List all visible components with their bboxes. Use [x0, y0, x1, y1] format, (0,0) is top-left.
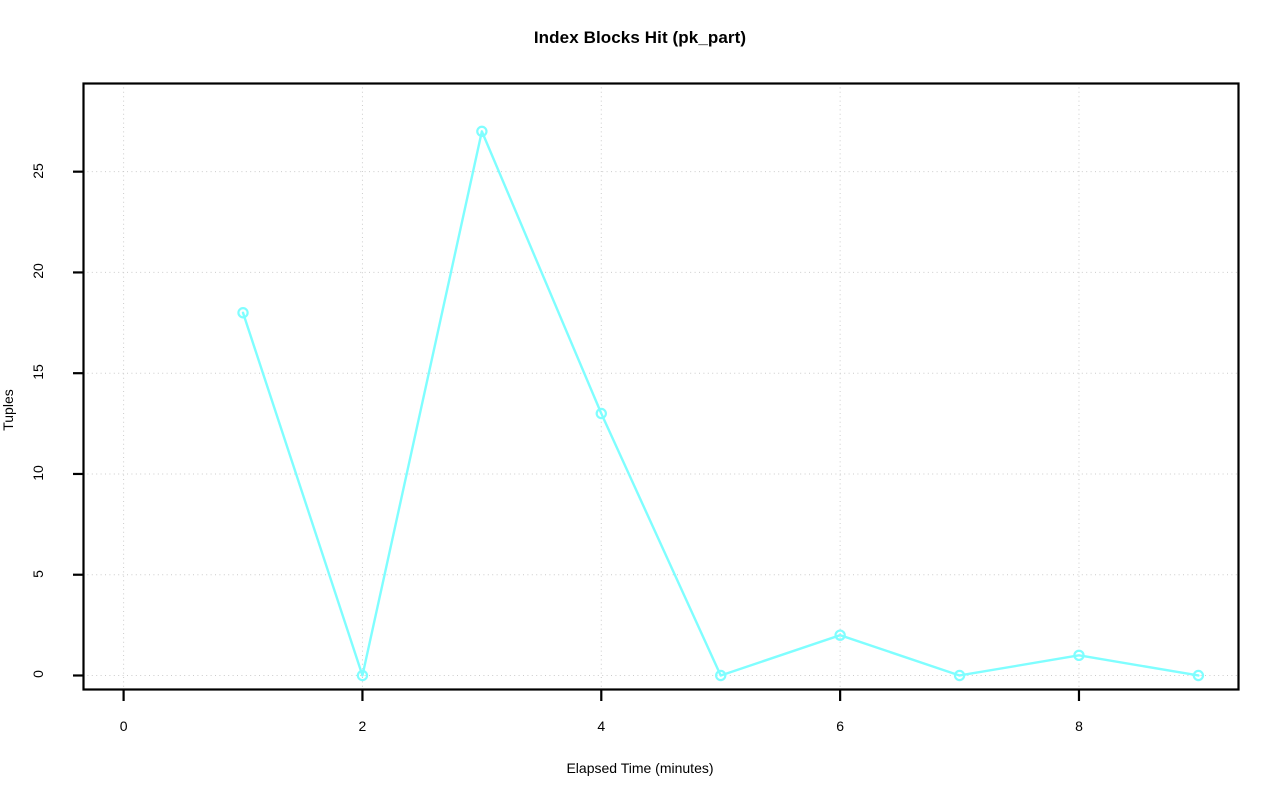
x-axis-ticks — [122, 690, 1081, 701]
data-point-markers — [237, 125, 1205, 682]
y-tick-label: 15 — [30, 364, 46, 380]
data-point-marker — [237, 307, 249, 319]
data-point-marker — [1073, 649, 1085, 662]
y-tick-label: 5 — [30, 569, 46, 578]
x-tick-label: 4 — [597, 718, 606, 734]
data-line-series-1 — [241, 130, 1200, 677]
plot-box — [82, 82, 1240, 691]
data-point-marker — [1192, 669, 1205, 682]
grid-horizontal — [83, 171, 1239, 676]
data-point-marker — [595, 407, 607, 420]
x-tick-label: 0 — [119, 718, 128, 734]
x-tick-label: 6 — [836, 718, 845, 734]
y-axis-title: Tuples — [0, 389, 16, 431]
y-tick-label: 0 — [30, 670, 46, 679]
y-tick-label: 20 — [30, 263, 46, 280]
data-point-marker — [476, 125, 488, 138]
x-tick-label: 8 — [1075, 718, 1083, 734]
data-point-marker — [834, 629, 846, 641]
y-axis-ticks — [73, 170, 83, 677]
data-point-marker — [953, 669, 966, 682]
x-tick-label: 2 — [358, 718, 367, 734]
x-axis-title: Elapsed Time (minutes) — [566, 760, 714, 776]
chart-title: Index Blocks Hit (pk_part) — [533, 28, 747, 47]
y-tick-label: 10 — [30, 465, 46, 481]
data-point-marker — [356, 669, 369, 682]
data-point-marker — [715, 669, 727, 682]
y-tick-label: 25 — [30, 162, 46, 179]
